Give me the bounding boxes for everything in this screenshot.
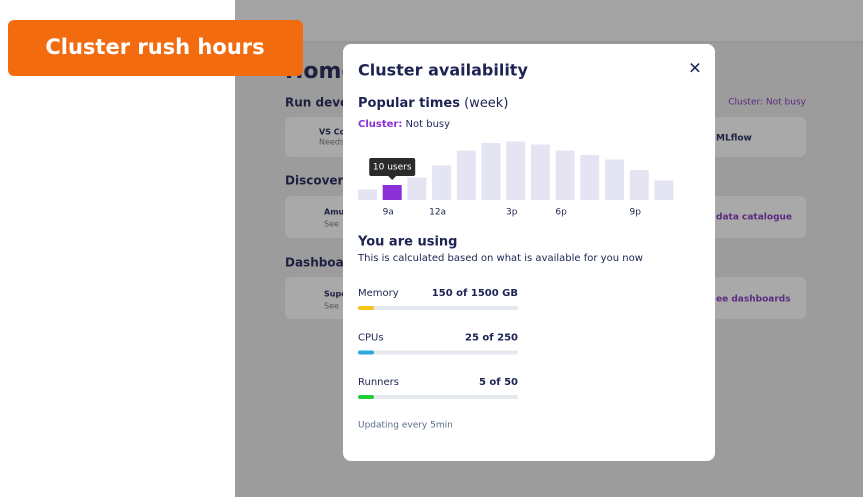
usage-value: 150 of 1500 GB [432, 288, 518, 299]
x-tick-label: 9a [383, 208, 394, 218]
popular-heading: Popular times (week) [358, 96, 508, 111]
top-bar [235, 0, 863, 42]
bar [506, 141, 526, 200]
bg-section: Discover c [285, 174, 355, 188]
card-sub: Needs [319, 138, 344, 147]
usage-list: Memory 150 of 1500 GB CPUs 25 of 250 Runners… [358, 288, 518, 399]
bar [555, 150, 575, 200]
usage-fill [358, 395, 374, 399]
using-title: You are using [357, 235, 457, 250]
usage-value: 25 of 250 [465, 333, 518, 344]
card [700, 117, 806, 157]
usage-track [358, 350, 518, 355]
close-button[interactable]: ✕ [688, 59, 701, 78]
bg-section: Run devel [285, 96, 352, 110]
card-title: MLflow [716, 134, 752, 144]
x-tick-label: 9p [629, 208, 641, 218]
card-title: Amu [324, 208, 345, 217]
bar [530, 144, 550, 200]
card-sub: See [324, 302, 339, 311]
using-sub: This is calculated based on what is avai… [357, 253, 643, 264]
tooltip-arrow [388, 176, 397, 180]
tooltip [369, 158, 416, 176]
bar [407, 177, 427, 200]
card [700, 277, 806, 319]
cluster-status: Cluster: Not busy [358, 119, 450, 130]
bg-status: Cluster: Not busy [728, 98, 806, 108]
usage-fill [358, 306, 374, 310]
bar [629, 170, 649, 200]
x-tick-label: 6p [555, 208, 567, 218]
cluster-label: Cluster: [358, 119, 402, 130]
usage-name: Memory [358, 288, 399, 299]
badge-text: Cluster rush hours [45, 35, 264, 59]
bar [654, 180, 674, 200]
popular-chart: 9a 10 users 12a 3p 6p 9p [358, 141, 674, 218]
usage-fill [358, 350, 374, 355]
bar [605, 159, 624, 200]
bar [481, 143, 501, 200]
modal [343, 44, 715, 461]
card-link: ee dashboards [716, 295, 791, 305]
cluster-value: Not busy [406, 119, 451, 130]
card [700, 196, 806, 238]
usage-name: Runners [358, 377, 399, 388]
badge [8, 20, 303, 76]
usage-track [358, 395, 518, 399]
footer: Updating every 5min [358, 421, 453, 431]
bar [358, 189, 377, 200]
card-title: Supe [324, 290, 347, 299]
bar [456, 150, 476, 200]
card-sub: See [324, 220, 339, 229]
bg-section: Dashboar [285, 256, 350, 270]
tooltip-text: 10 users [373, 163, 412, 173]
card-link: data catalogue [716, 213, 792, 223]
modal-title: Cluster availability [358, 61, 528, 80]
card-title: VS Co [319, 128, 346, 137]
usage-track [358, 306, 518, 310]
usage-name: CPUs [358, 333, 384, 344]
popular-period: (week) [464, 96, 508, 111]
usage-value: 5 of 50 [479, 377, 518, 388]
x-tick-label: 12a [429, 208, 446, 218]
x-tick-label: 3p [506, 208, 518, 218]
bar [580, 155, 600, 200]
bar [432, 165, 452, 200]
bar [382, 185, 402, 200]
popular-title: Popular times [358, 96, 460, 111]
